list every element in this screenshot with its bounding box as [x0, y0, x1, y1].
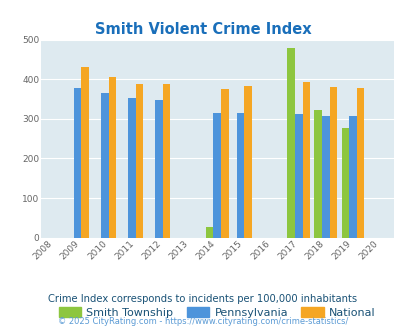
- Bar: [135, 84, 143, 238]
- Legend: Smith Township, Pennsylvania, National: Smith Township, Pennsylvania, National: [54, 303, 379, 322]
- Bar: [244, 86, 252, 238]
- Bar: [302, 82, 309, 238]
- Bar: [287, 48, 294, 238]
- Bar: [101, 93, 108, 238]
- Bar: [236, 113, 244, 238]
- Bar: [356, 87, 364, 238]
- Bar: [341, 127, 348, 238]
- Bar: [213, 113, 220, 238]
- Bar: [155, 100, 162, 238]
- Bar: [321, 116, 329, 238]
- Text: Smith Violent Crime Index: Smith Violent Crime Index: [94, 22, 311, 37]
- Bar: [81, 67, 89, 238]
- Bar: [162, 84, 170, 238]
- Bar: [294, 115, 302, 238]
- Bar: [314, 110, 321, 238]
- Bar: [128, 98, 135, 238]
- Bar: [348, 116, 356, 238]
- Bar: [329, 87, 337, 238]
- Text: Crime Index corresponds to incidents per 100,000 inhabitants: Crime Index corresponds to incidents per…: [48, 294, 357, 304]
- Text: © 2025 CityRating.com - https://www.cityrating.com/crime-statistics/: © 2025 CityRating.com - https://www.city…: [58, 317, 347, 326]
- Bar: [74, 88, 81, 238]
- Bar: [205, 227, 213, 238]
- Bar: [108, 77, 116, 238]
- Bar: [220, 89, 228, 238]
